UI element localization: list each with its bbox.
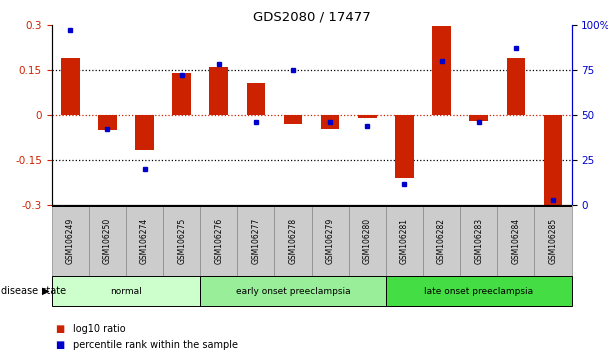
- Bar: [98, 115, 117, 130]
- Bar: [469, 115, 488, 121]
- Text: GSM106274: GSM106274: [140, 218, 149, 264]
- Text: GSM106280: GSM106280: [363, 218, 372, 264]
- Text: GSM106250: GSM106250: [103, 218, 112, 264]
- Text: ▶: ▶: [42, 286, 49, 296]
- Bar: [358, 115, 376, 118]
- Bar: [284, 115, 302, 124]
- Text: late onset preeclampsia: late onset preeclampsia: [424, 287, 533, 296]
- Text: GSM106284: GSM106284: [511, 218, 520, 264]
- Text: ■: ■: [55, 324, 64, 334]
- Bar: [395, 115, 413, 178]
- Text: GSM106281: GSM106281: [400, 218, 409, 264]
- Text: percentile rank within the sample: percentile rank within the sample: [73, 340, 238, 350]
- Text: early onset preeclampsia: early onset preeclampsia: [236, 287, 350, 296]
- Bar: [61, 58, 80, 115]
- Bar: [172, 73, 191, 115]
- Text: GSM106285: GSM106285: [548, 218, 558, 264]
- Text: log10 ratio: log10 ratio: [73, 324, 126, 334]
- Text: ■: ■: [55, 340, 64, 350]
- Bar: [135, 115, 154, 150]
- Bar: [544, 115, 562, 205]
- Bar: [321, 115, 339, 129]
- Text: GSM106276: GSM106276: [214, 218, 223, 264]
- Text: GSM106249: GSM106249: [66, 218, 75, 264]
- Text: GSM106279: GSM106279: [326, 218, 334, 264]
- Text: GSM106275: GSM106275: [177, 218, 186, 264]
- Text: GSM106277: GSM106277: [251, 218, 260, 264]
- Text: GSM106278: GSM106278: [289, 218, 297, 264]
- Title: GDS2080 / 17477: GDS2080 / 17477: [253, 11, 370, 24]
- Text: normal: normal: [110, 287, 142, 296]
- Text: GSM106283: GSM106283: [474, 218, 483, 264]
- Bar: [247, 84, 265, 115]
- Bar: [432, 26, 451, 115]
- Bar: [210, 67, 228, 115]
- Text: GSM106282: GSM106282: [437, 218, 446, 264]
- Text: disease state: disease state: [1, 286, 66, 296]
- Bar: [506, 58, 525, 115]
